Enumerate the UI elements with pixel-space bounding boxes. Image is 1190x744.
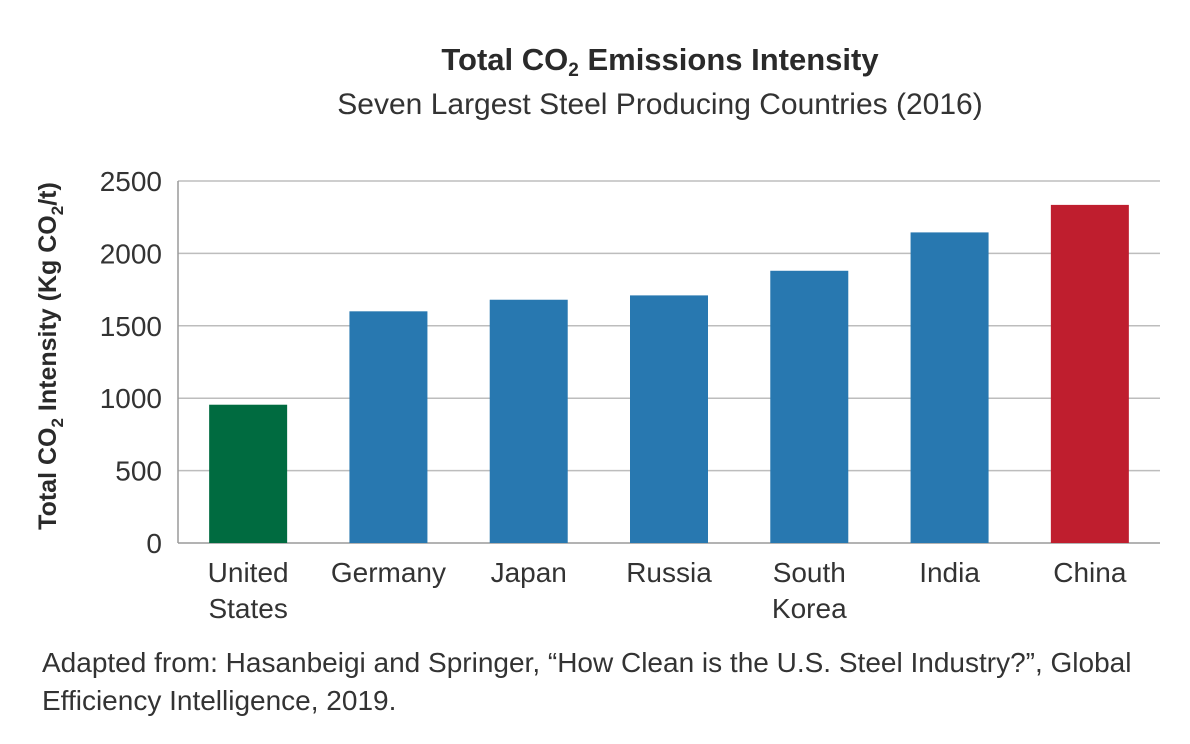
- chart-title: Total CO2 Emissions Intensity: [441, 42, 879, 81]
- x-tick-labels: United States Germany Japan Russia South Korea…: [208, 557, 1127, 624]
- y-tick-label: 2500: [100, 166, 162, 197]
- source-citation: Adapted from: Hasanbeigi and Springer, “…: [42, 647, 1132, 716]
- bar: [209, 404, 288, 543]
- y-tick-label: 2000: [100, 238, 162, 269]
- chart-subtitle: Seven Largest Steel Producing Countries …: [337, 88, 983, 121]
- bar: [1050, 204, 1129, 543]
- x-tick-label: Russia: [626, 557, 712, 588]
- bar: [910, 232, 989, 544]
- x-tick-label: United States: [208, 557, 289, 624]
- x-tick-label: Germany: [331, 557, 446, 588]
- y-tick-label: 500: [115, 456, 162, 487]
- y-tick-label: 1500: [100, 311, 162, 342]
- x-tick-label: Japan: [491, 557, 567, 588]
- x-tick-label: India: [919, 557, 980, 588]
- x-tick-label: South Korea: [772, 557, 847, 624]
- bar: [349, 311, 428, 543]
- bar-chart: 0 500 1000 1500 2000 2500 United States Germany…: [34, 166, 1160, 624]
- bars: [209, 204, 1129, 544]
- bar: [770, 270, 849, 543]
- x-tick-label: China: [1053, 557, 1127, 588]
- y-tick-label: 0: [146, 528, 162, 559]
- bar: [489, 299, 568, 543]
- bar: [630, 295, 708, 543]
- y-tick-labels: 0 500 1000 1500 2000 2500: [100, 166, 162, 559]
- y-axis-label: Total CO2 Intensity (Kg CO2/t): [34, 182, 67, 530]
- y-tick-label: 1000: [100, 383, 162, 414]
